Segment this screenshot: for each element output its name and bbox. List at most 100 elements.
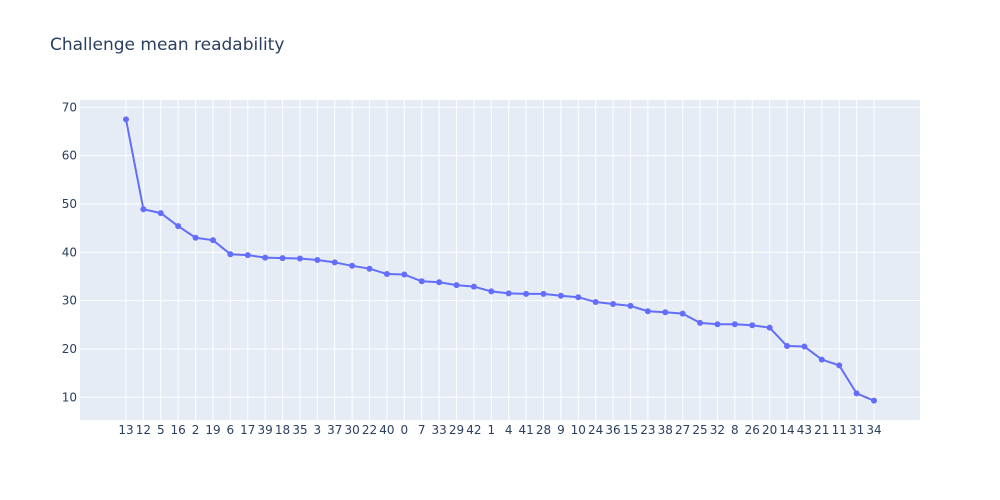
data-point <box>279 255 286 262</box>
x-tick-label: 28 <box>536 423 551 437</box>
data-point <box>366 265 373 272</box>
data-point <box>453 282 460 289</box>
data-point <box>679 310 686 317</box>
x-tick-label: 33 <box>431 423 446 437</box>
x-tick-label: 35 <box>292 423 307 437</box>
x-tick-label: 22 <box>362 423 377 437</box>
data-point <box>784 343 791 350</box>
x-tick-label: 23 <box>640 423 655 437</box>
x-tick-label: 40 <box>379 423 394 437</box>
x-tick-label: 30 <box>344 423 359 437</box>
y-tick-label: 50 <box>62 197 77 211</box>
x-tick-label: 11 <box>832 423 847 437</box>
data-point <box>697 319 704 326</box>
data-point <box>731 321 738 328</box>
data-point <box>505 290 512 297</box>
x-tick-label: 26 <box>745 423 760 437</box>
y-tick-label: 70 <box>62 100 77 114</box>
data-point <box>383 271 390 278</box>
data-point <box>610 300 617 307</box>
y-tick-label: 20 <box>62 342 77 356</box>
data-point <box>262 254 269 261</box>
data-point <box>540 290 547 297</box>
x-tick-label: 29 <box>449 423 464 437</box>
y-tick-labels: 10 20 30 40 50 60 70 <box>62 100 77 404</box>
data-point <box>314 257 321 263</box>
x-tick-labels: 13 12 5 16 2 19 6 17 39 18 35 3 37 30 22 40 0 7 33 29 42 1 4 41… <box>118 423 881 437</box>
x-tick-label: 42 <box>466 423 481 437</box>
x-tick-label: 17 <box>240 423 255 437</box>
chart-title: Challenge mean readability <box>50 35 284 55</box>
x-tick-label: 4 <box>505 423 513 437</box>
x-tick-label: 39 <box>258 423 273 437</box>
x-tick-label: 13 <box>118 423 133 437</box>
y-gridlines <box>80 106 920 398</box>
x-tick-label: 7 <box>418 423 426 437</box>
data-point <box>871 397 877 404</box>
data-point <box>592 299 599 306</box>
x-tick-label: 27 <box>675 423 690 437</box>
data-point <box>436 279 443 286</box>
x-tick-label: 36 <box>605 423 620 437</box>
data-point <box>853 390 860 397</box>
data-point <box>418 278 425 285</box>
x-tick-label: 10 <box>571 423 586 437</box>
x-tick-label: 38 <box>658 423 673 437</box>
data-point <box>575 294 582 301</box>
data-point <box>523 290 530 297</box>
x-tick-label: 34 <box>866 423 881 437</box>
data-point <box>227 251 234 258</box>
x-tick-label: 20 <box>762 423 777 437</box>
data-point <box>836 362 843 369</box>
data-point <box>818 356 825 363</box>
x-tick-label: 0 <box>401 423 409 437</box>
x-tick-label: 16 <box>171 423 186 437</box>
data-point <box>488 288 495 295</box>
data-point <box>766 324 773 331</box>
data-point <box>801 343 808 350</box>
x-tick-label: 5 <box>157 423 165 437</box>
data-point <box>749 322 756 329</box>
x-tick-label: 14 <box>779 423 794 437</box>
data-point <box>662 309 669 316</box>
x-tick-label: 43 <box>797 423 812 437</box>
y-tick-label: 10 <box>62 390 77 404</box>
plot-background <box>80 100 920 420</box>
x-tick-label: 8 <box>731 423 739 437</box>
series-markers <box>123 116 877 404</box>
data-point <box>157 210 164 217</box>
data-point <box>209 237 216 244</box>
x-tick-label: 18 <box>275 423 290 437</box>
data-point <box>175 223 182 230</box>
data-point <box>140 206 147 213</box>
data-point <box>244 252 251 259</box>
x-tick-label: 6 <box>227 423 235 437</box>
data-point <box>331 259 338 266</box>
x-tick-label: 24 <box>588 423 603 437</box>
data-point <box>644 308 651 315</box>
y-tick-label: 30 <box>62 294 77 308</box>
x-gridlines <box>125 100 875 420</box>
x-tick-label: 9 <box>557 423 565 437</box>
x-tick-label: 41 <box>518 423 533 437</box>
data-point <box>470 283 477 290</box>
x-tick-label: 19 <box>205 423 220 437</box>
x-tick-label: 31 <box>849 423 864 437</box>
y-tick-label: 40 <box>62 245 77 259</box>
data-point <box>557 292 564 299</box>
data-point <box>296 255 303 262</box>
data-point <box>349 262 356 269</box>
data-point <box>123 116 129 123</box>
data-point <box>627 302 634 309</box>
x-tick-label: 37 <box>327 423 342 437</box>
x-tick-label: 1 <box>487 423 495 437</box>
x-tick-label: 21 <box>814 423 829 437</box>
data-point <box>714 321 721 328</box>
y-tick-label: 60 <box>62 149 77 163</box>
data-point <box>192 234 199 241</box>
x-tick-label: 12 <box>136 423 151 437</box>
x-tick-label: 3 <box>314 423 322 437</box>
data-point <box>401 271 408 278</box>
x-tick-label: 2 <box>192 423 200 437</box>
